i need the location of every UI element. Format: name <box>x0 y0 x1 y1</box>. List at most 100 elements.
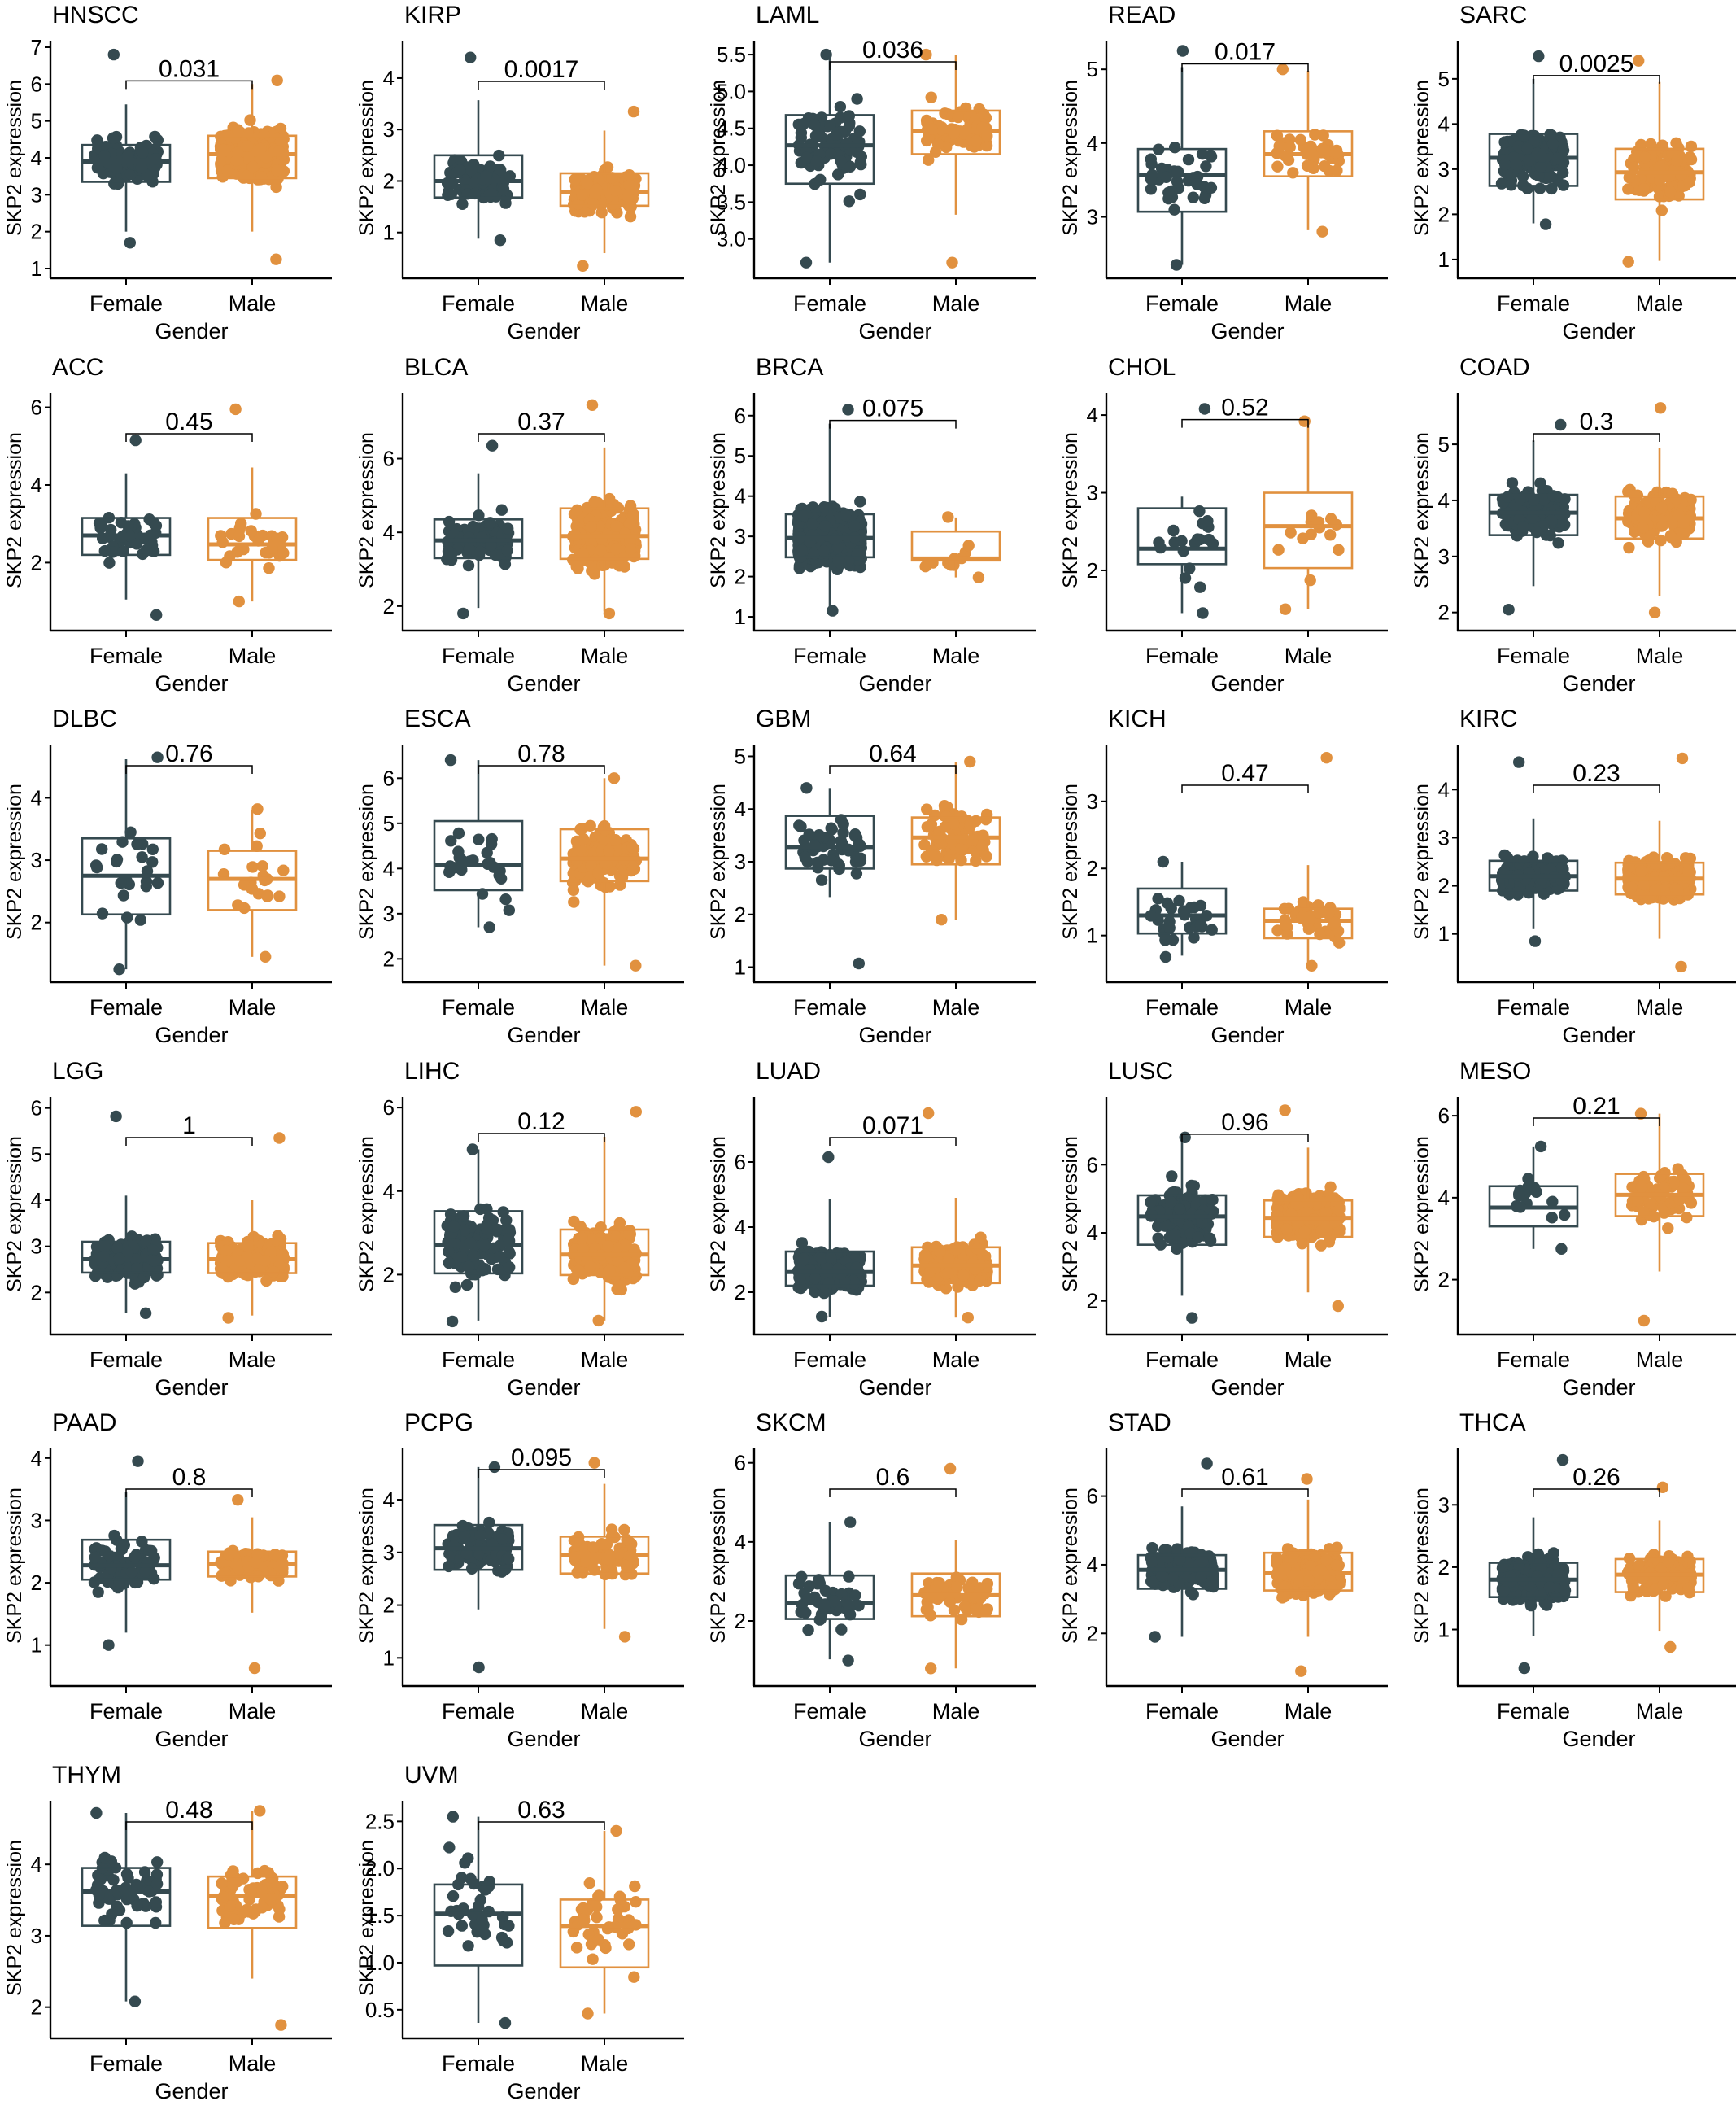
y-axis-label: SKP2 expression <box>3 784 26 940</box>
y-tick-label: 5 <box>735 443 746 468</box>
data-point <box>1521 183 1533 194</box>
data-point <box>1324 529 1336 540</box>
y-tick-label: 6 <box>382 766 394 790</box>
y-tick-label: 2 <box>31 220 42 244</box>
data-point <box>261 891 273 902</box>
data-point <box>272 75 283 86</box>
data-point <box>630 960 641 972</box>
y-tick-label: 3 <box>1438 544 1450 568</box>
data-point <box>442 545 453 557</box>
data-point <box>1182 154 1193 165</box>
data-point <box>1205 182 1216 194</box>
data-point <box>465 164 477 176</box>
y-tick-label: 1 <box>1086 924 1097 948</box>
data-point <box>856 151 867 162</box>
x-tick-label: Female <box>1145 995 1218 1020</box>
panel-title: BRCA <box>756 354 823 381</box>
data-point <box>1656 204 1668 216</box>
x-tick-label: Male <box>1284 644 1332 668</box>
x-tick-label: Female <box>441 644 514 668</box>
x-tick-label: Female <box>441 995 514 1020</box>
data-point <box>246 525 257 536</box>
x-tick-label: Female <box>89 291 163 316</box>
data-point <box>1638 183 1650 194</box>
p-value-label: 0.0025 <box>1559 50 1634 77</box>
jitter-points <box>94 434 162 620</box>
y-tick-label: 7 <box>31 35 42 59</box>
data-point <box>1168 204 1180 216</box>
x-axis-label: Gender <box>155 671 228 696</box>
data-point <box>1197 607 1208 618</box>
y-tick-label: 3 <box>382 117 394 142</box>
group-male <box>208 803 296 963</box>
data-point <box>1305 142 1316 153</box>
data-point <box>963 540 975 551</box>
data-point <box>244 114 255 125</box>
data-point <box>1547 138 1559 150</box>
data-point <box>229 403 241 414</box>
data-point <box>1686 141 1697 152</box>
y-tick-label: 5 <box>382 811 394 836</box>
x-axis-label: Gender <box>858 671 931 696</box>
data-point <box>131 538 142 549</box>
data-point <box>608 772 619 784</box>
x-tick-label: Female <box>793 644 866 668</box>
data-point <box>1304 574 1315 585</box>
panel-title: ESCA <box>404 706 471 732</box>
p-value-label: 0.0017 <box>504 56 578 83</box>
data-point <box>443 515 454 526</box>
data-point <box>441 177 452 189</box>
p-value-label: 0.3 <box>1580 408 1614 435</box>
p-value-label: 0.075 <box>862 395 923 422</box>
data-point <box>1331 164 1342 176</box>
data-point <box>830 129 841 141</box>
x-tick-label: Male <box>580 291 628 316</box>
data-point <box>1623 541 1634 553</box>
x-axis-label: Gender <box>507 1023 580 1047</box>
data-point <box>233 530 245 541</box>
data-point <box>804 828 815 840</box>
y-tick-label: 5 <box>1086 57 1097 81</box>
x-axis-label: Gender <box>507 671 580 696</box>
data-point <box>838 819 849 830</box>
y-tick-label: 2 <box>735 902 746 927</box>
data-point <box>844 195 855 207</box>
data-point <box>484 160 495 172</box>
group-female <box>434 754 522 933</box>
x-axis-label: Gender <box>1562 671 1635 696</box>
data-point <box>810 130 822 142</box>
data-point <box>90 859 102 871</box>
x-tick-label: Male <box>932 644 980 668</box>
panel-title: READ <box>1108 2 1176 28</box>
data-point <box>1273 140 1285 151</box>
data-point <box>1320 752 1332 763</box>
data-point <box>942 511 953 522</box>
x-tick-label: Female <box>1497 995 1570 1020</box>
data-point <box>835 101 846 112</box>
data-point <box>113 963 124 975</box>
data-point <box>242 141 253 152</box>
y-tick-label: 1 <box>31 256 42 281</box>
data-point <box>251 803 263 815</box>
data-point <box>624 211 635 222</box>
data-point <box>965 819 976 831</box>
x-tick-label: Male <box>932 291 980 316</box>
data-point <box>96 843 107 854</box>
data-point <box>1157 856 1168 867</box>
y-tick-label: 4 <box>382 66 394 90</box>
y-tick-label: 2 <box>1086 856 1097 880</box>
data-point <box>1635 865 1647 876</box>
data-point <box>626 841 638 853</box>
data-point <box>147 844 159 855</box>
data-point <box>825 148 836 159</box>
y-tick-label: 3 <box>735 850 746 874</box>
y-tick-label: 4 <box>735 483 746 508</box>
group-female <box>1490 418 1577 615</box>
data-point <box>610 543 622 554</box>
group-male <box>1616 55 1703 268</box>
data-point <box>108 49 120 60</box>
